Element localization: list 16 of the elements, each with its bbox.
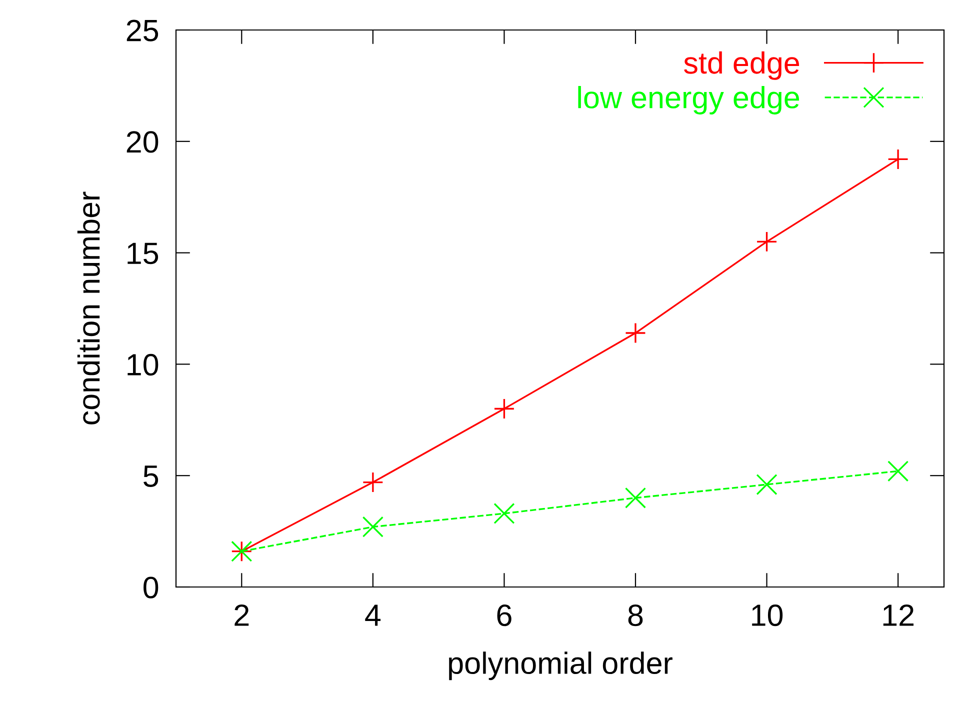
y-tick-label: 20 — [126, 131, 158, 153]
x-tick-label: 2 — [234, 604, 249, 626]
x-axis-title: polynomial order — [449, 652, 672, 680]
y-tick-label: 25 — [126, 20, 158, 42]
x-tick-label: 6 — [497, 604, 512, 626]
legend-label: low energy edge — [578, 86, 800, 114]
x-tick-label: 12 — [883, 604, 914, 626]
x-tick-label: 10 — [752, 604, 783, 626]
legend-label: std edge — [684, 51, 800, 80]
y-tick-label: 10 — [128, 354, 158, 376]
y-axis-title: condition number — [77, 192, 100, 424]
x-tick-label: 4 — [365, 604, 381, 626]
y-tick-label: 5 — [144, 466, 158, 487]
x-tick-label: 8 — [628, 604, 643, 626]
y-tick-label: 0 — [144, 576, 158, 598]
y-tick-label: 15 — [128, 242, 158, 264]
